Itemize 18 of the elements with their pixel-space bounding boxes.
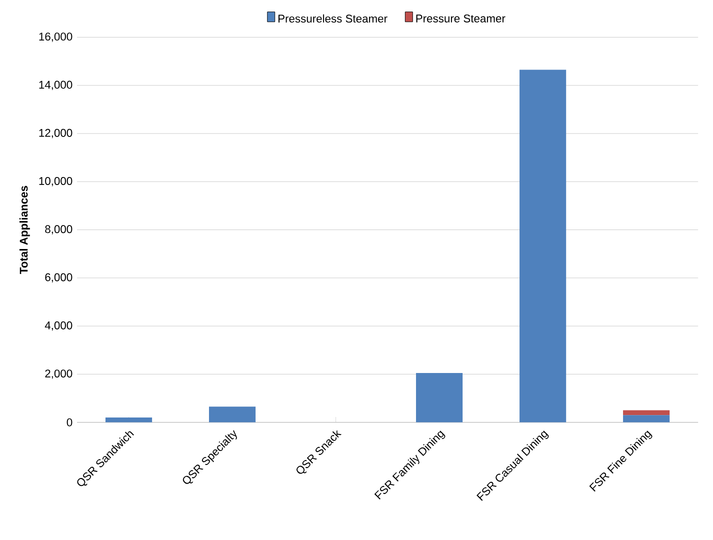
legend-label: Pressure Steamer <box>416 14 506 22</box>
legend-label: Pressureless Steamer <box>278 14 388 22</box>
y-axis-title: Total Appliances <box>19 186 30 274</box>
bar <box>623 410 670 415</box>
y-tick-label: 10,000 <box>39 176 72 186</box>
y-tick-label: 12,000 <box>39 128 72 138</box>
y-tick-label: 16,000 <box>39 32 72 42</box>
bar <box>105 417 152 422</box>
y-tick-label: 8,000 <box>45 225 72 234</box>
bar <box>416 372 463 422</box>
y-tick-label: 2,000 <box>45 369 72 379</box>
y-tick-label: 6,000 <box>45 273 72 282</box>
bar <box>208 406 256 422</box>
y-tick-label: 0 <box>66 418 72 426</box>
y-tick-label: 14,000 <box>39 80 72 90</box>
y-tick-label: 4,000 <box>44 321 72 331</box>
bar <box>520 70 566 422</box>
bar <box>623 414 670 422</box>
